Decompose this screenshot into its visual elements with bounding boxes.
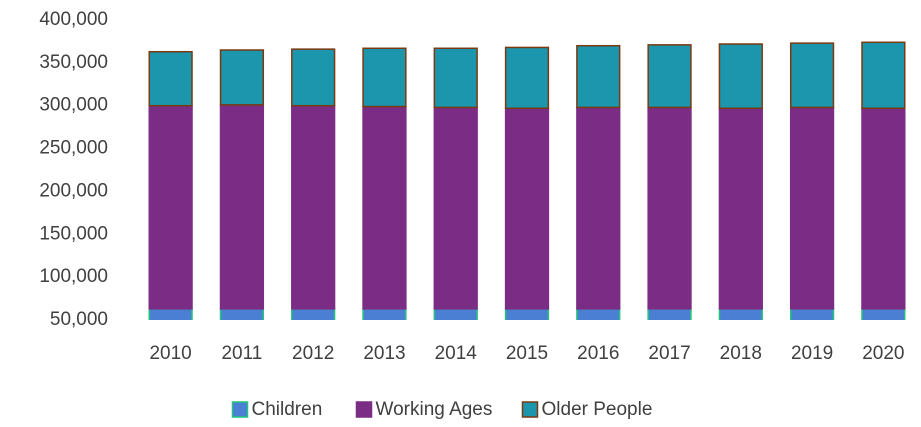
legend-label: Older People xyxy=(542,399,653,420)
y-tick-label: 100,000 xyxy=(39,266,108,287)
x-tick-label: 2016 xyxy=(577,343,619,364)
bar-segment xyxy=(433,47,478,109)
bar-segment xyxy=(789,42,835,109)
bar-segment xyxy=(647,44,692,109)
bar-segment xyxy=(291,48,336,107)
y-tick-label: 350,000 xyxy=(39,52,108,73)
x-tick-label: 2010 xyxy=(149,343,191,364)
bar-segment xyxy=(362,47,407,108)
plot-area xyxy=(148,41,906,320)
y-tick-label: 400,000 xyxy=(39,9,108,30)
bar-segment xyxy=(504,46,550,110)
bar-segment xyxy=(504,107,550,310)
bar-segment xyxy=(718,43,763,110)
bar-segment xyxy=(718,107,763,310)
legend-swatch xyxy=(231,401,249,418)
x-tick-label: 2020 xyxy=(862,343,904,364)
bar-segment xyxy=(789,106,835,310)
x-tick-label: 2014 xyxy=(435,343,478,364)
bar-segment xyxy=(861,41,906,110)
bar-segment xyxy=(647,106,692,310)
y-tick-label: 200,000 xyxy=(39,180,108,201)
bar-segment xyxy=(433,106,478,310)
bar-segment xyxy=(576,106,621,310)
legend-label: Children xyxy=(252,399,323,420)
x-tick-label: 2011 xyxy=(221,343,262,364)
x-tick-label: 2019 xyxy=(791,343,833,364)
bar-segment xyxy=(291,104,336,310)
x-tick-label: 2012 xyxy=(292,343,334,364)
y-tick-label: 150,000 xyxy=(39,223,108,244)
bar-segment xyxy=(362,105,407,310)
bar-segment xyxy=(861,107,906,310)
bar-segment xyxy=(219,104,265,310)
legend-swatch xyxy=(355,401,373,418)
x-tick-label: 2018 xyxy=(720,343,762,364)
bar-segment xyxy=(148,104,193,310)
legend-label: Working Ages xyxy=(376,399,493,420)
x-tick-label: 2013 xyxy=(363,343,405,364)
y-tick-label: 300,000 xyxy=(39,95,108,116)
y-tick-label: 50,000 xyxy=(50,309,108,330)
x-tick-label: 2015 xyxy=(506,343,548,364)
x-tick-label: 2017 xyxy=(648,343,690,364)
bar-segment xyxy=(219,49,265,106)
y-tick-label: 250,000 xyxy=(39,138,108,159)
bar-segment xyxy=(148,50,193,107)
legend-swatch xyxy=(521,401,539,418)
bar-segment xyxy=(576,44,621,109)
